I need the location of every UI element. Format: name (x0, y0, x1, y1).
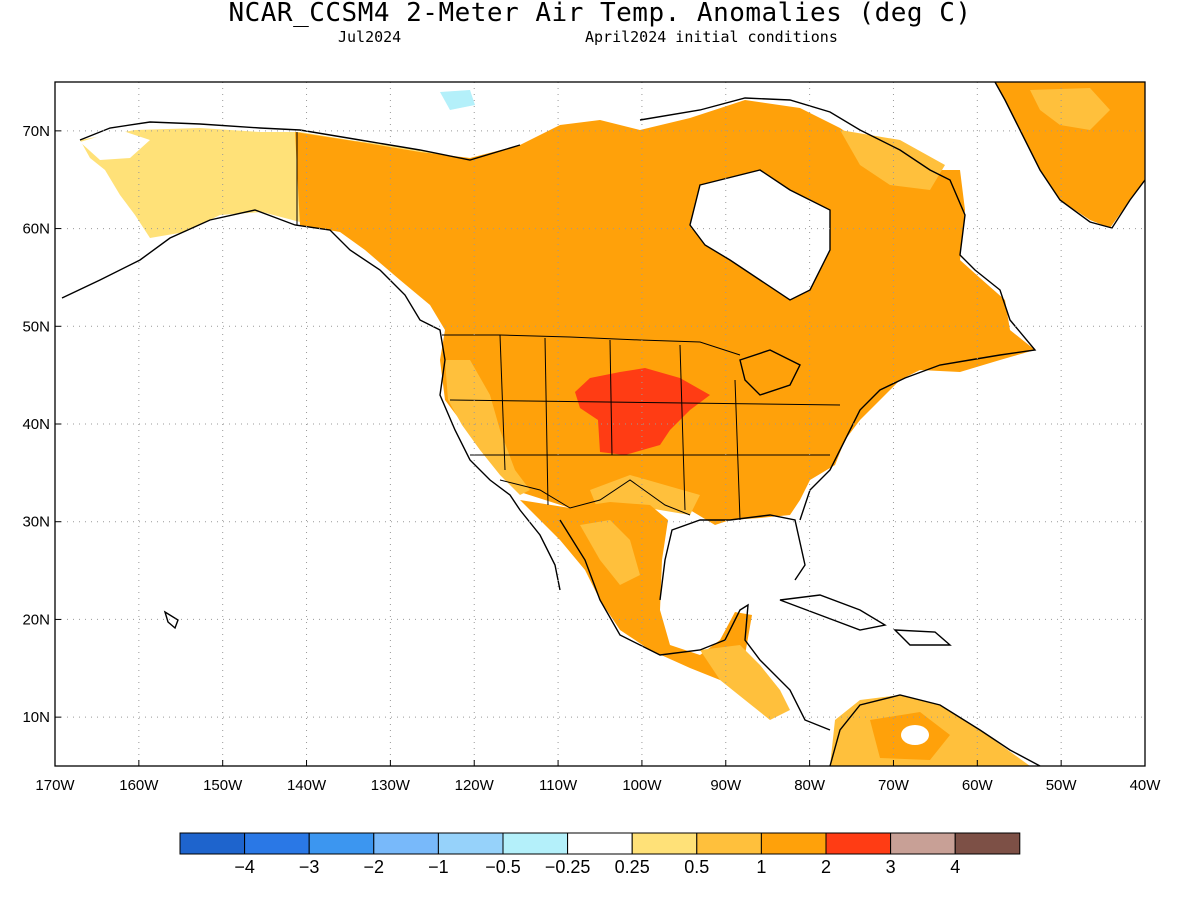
colorbar-tick-label: −0.25 (545, 857, 591, 877)
us-canada-border (442, 334, 741, 356)
colorbar-tick-label: −0.5 (485, 857, 521, 877)
hispaniola-outline (893, 629, 952, 646)
colorbar-swatch (890, 832, 956, 855)
colorbar-swatch (244, 832, 310, 855)
latitude-label: 30N (22, 514, 50, 531)
colorbar-swatch (308, 832, 375, 855)
colorbar (179, 832, 1021, 855)
gulf-coast-outline (659, 514, 806, 601)
map-title: NCAR_CCSM4 2-Meter Air Temp. Anomalies (… (228, 0, 972, 28)
longitude-label: 100W (622, 777, 662, 794)
colorbar-tick-label: −2 (364, 857, 385, 877)
gulf-mexico-outline (559, 519, 831, 731)
alaska-near-normal-patch (80, 130, 150, 160)
colorbar-tick-label: 1 (756, 857, 766, 877)
colorbar-tick-label: 3 (886, 857, 896, 877)
latitude-label: 50N (22, 318, 50, 335)
colorbar-tick-label: 0.5 (684, 857, 709, 877)
colorbar-swatch (954, 832, 1021, 855)
longitude-label: 60W (962, 777, 994, 794)
longitude-label: 150W (203, 777, 243, 794)
anomaly-fill-greenland-inner (1030, 88, 1110, 130)
anomaly-max-great-plains (575, 368, 710, 455)
longitude-label: 160W (119, 777, 159, 794)
longitude-label: 40W (1130, 777, 1162, 794)
arctic-cooling-patch (440, 90, 475, 110)
hawaii-outline (163, 610, 179, 630)
longitude-label: 70W (878, 777, 910, 794)
colorbar-tick-label: 4 (950, 857, 960, 877)
longitude-label: 110W (539, 777, 578, 794)
state-line-2 (544, 337, 549, 506)
anomaly-fill-central-america (700, 645, 790, 720)
colorbar-tick-label: −3 (299, 857, 320, 877)
colorbar-swatch (437, 832, 504, 855)
longitude-label: 140W (287, 777, 327, 794)
target-month-label: Jul2024 (338, 28, 402, 46)
longitude-label: 170W (35, 777, 75, 794)
colorbar-tick-label: −1 (428, 857, 449, 877)
colorbar-tick-label: 0.25 (615, 857, 650, 877)
latitude-label: 40N (22, 416, 50, 433)
us-mexico-border (499, 479, 691, 516)
hudson-bay-near-normal (690, 170, 830, 300)
colorbar-swatch (825, 832, 892, 855)
anomaly-fill-mexico-inner (580, 520, 640, 585)
colorbar-swatch (567, 832, 633, 855)
political-boundaries (296, 132, 841, 521)
state-line-4 (679, 344, 686, 511)
anomaly-fill-south-america-near-normal (901, 725, 929, 745)
colorbar-swatch (502, 832, 569, 855)
latitude-label: 10N (22, 709, 50, 726)
latitude-label: 70N (22, 123, 50, 140)
longitude-label: 120W (455, 777, 495, 794)
anomaly-fill-west-coast (445, 360, 530, 495)
colorbar-swatch (373, 832, 439, 855)
colorbar-swatch (179, 832, 246, 855)
colorbar-swatch (631, 832, 698, 855)
great-lakes-outline (739, 349, 801, 396)
latitude-labels: 70N 60N 50N 40N 30N 20N 10N (22, 123, 61, 726)
latitude-label: 20N (22, 611, 50, 628)
longitude-label: 50W (1046, 777, 1078, 794)
state-line-1 (499, 334, 506, 471)
colorbar-swatch (696, 832, 762, 855)
colorbar-swatch (760, 832, 827, 855)
longitude-label: 130W (371, 777, 411, 794)
coastlines (61, 82, 1145, 766)
hudson-bay-outline (689, 169, 831, 301)
state-line-6 (449, 399, 841, 406)
longitude-label: 90W (710, 777, 742, 794)
south-america-outline (829, 694, 1041, 766)
state-line-3 (609, 339, 613, 456)
colorbar-tick-label: −4 (234, 857, 255, 877)
anomaly-fill-quebec (840, 130, 945, 190)
alaska-north-outline (79, 121, 521, 161)
longitude-labels: 170W 160W 150W 140W 130W 120W 110W 100W 90W 80W 70… (35, 760, 1161, 794)
anomaly-fill-greenland (995, 82, 1145, 228)
east-coast-outline (639, 97, 1037, 521)
anomaly-fill-mexico (520, 500, 752, 680)
colorbar-tick-labels: −4 −3 −2 −1 −0.5 −0.25 0.25 0.5 1 2 3 4 (234, 857, 960, 877)
colorbar-tick-label: 2 (821, 857, 831, 877)
greenland-outline (994, 82, 1145, 229)
init-conditions-label: April2024 initial conditions (585, 28, 838, 46)
latitude-label: 60N (22, 221, 50, 238)
cuba-outline (779, 594, 887, 631)
west-coast-outline (61, 209, 561, 591)
gridlines (55, 82, 1145, 766)
longitude-label: 80W (794, 777, 826, 794)
